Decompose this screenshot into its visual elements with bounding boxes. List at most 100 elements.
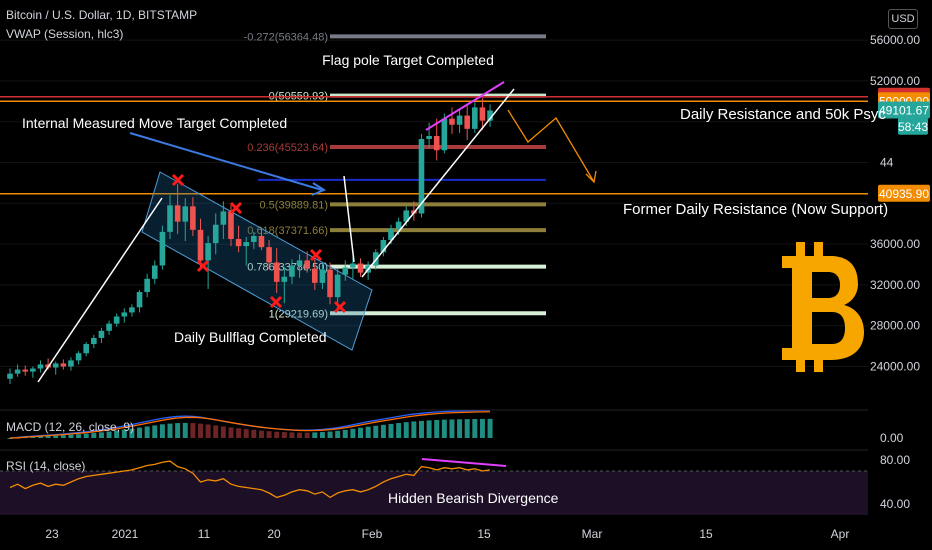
candle-body[interactable] [91,337,97,345]
macd-histogram-bar [380,424,386,438]
candle-body[interactable] [433,135,440,151]
candle-body[interactable] [7,373,13,379]
time-tick-label: Feb [362,527,383,541]
candle-body[interactable] [83,344,89,354]
candle-body[interactable] [258,235,265,248]
vwap-indicator-label[interactable]: VWAP (Session, hlc3) [6,27,124,41]
candle-body[interactable] [296,260,303,266]
candle-body[interactable] [159,231,166,266]
currency-button[interactable]: USD [888,9,918,29]
candle-body[interactable] [52,363,59,368]
price-divergence-line[interactable] [425,81,505,131]
candle-body[interactable] [121,312,128,317]
candle-body[interactable] [251,235,257,243]
candle-body[interactable] [327,269,333,298]
uptrend-line[interactable] [361,88,515,278]
macd-histogram-bar [281,432,287,438]
macd-histogram-bar [289,432,295,438]
time-tick-label: 23 [45,527,59,541]
candle-body[interactable] [342,267,349,275]
annotation-internal-move: Internal Measured Move Target Completed [22,115,287,131]
candle-body[interactable] [60,363,67,367]
candle-body[interactable] [68,360,74,367]
candle-body[interactable] [228,211,234,239]
candle-body[interactable] [197,229,204,261]
candle-body[interactable] [289,265,295,277]
candle-body[interactable] [144,278,150,293]
candle-body[interactable] [235,239,242,247]
candle-body[interactable] [106,323,112,331]
candle-body[interactable] [273,262,280,282]
candle-body[interactable] [380,240,387,253]
candle-body[interactable] [464,115,470,129]
macd-histogram-bar [373,425,379,438]
candle-body[interactable] [334,274,341,298]
price-tag[interactable] [898,117,928,135]
candle-body[interactable] [388,228,394,241]
candle-body[interactable] [403,210,410,222]
rsi-band [0,471,868,515]
candle-body[interactable] [243,242,250,247]
candle-body[interactable] [98,330,105,338]
candle-body[interactable] [136,292,143,308]
macd-histogram-bar [418,420,424,438]
price-tag[interactable] [878,101,930,119]
candle-body[interactable] [151,265,158,279]
candle-body[interactable] [395,221,402,229]
measured-move-arrow[interactable] [129,132,323,191]
candle-body[interactable] [426,135,432,140]
price-tag[interactable] [878,184,930,202]
candle-body[interactable] [456,115,463,125]
flagpole-trendline[interactable] [37,197,163,383]
candle-body[interactable] [14,369,21,374]
rsi-divergence-line[interactable] [421,458,507,467]
candle-body[interactable] [441,118,448,151]
candle-body[interactable] [22,369,29,372]
candle-body[interactable] [174,205,181,222]
fib-level-label: -0.272(56364.48) [244,31,328,43]
candle-body[interactable] [312,268,318,283]
candle-body[interactable] [190,206,196,230]
candle-body[interactable] [487,110,493,121]
candle-body[interactable] [319,269,326,283]
macd-histogram-bar [327,431,333,438]
macd-histogram-bar [243,429,249,438]
macd-histogram-bar [205,424,211,438]
macd-histogram-bar [457,419,463,438]
annotation-former-resistance: Former Daily Resistance (Now Support) [623,201,888,218]
rsi-line[interactable] [9,460,491,499]
candle-body[interactable] [266,247,272,263]
candle-body[interactable] [182,206,189,222]
candle-body[interactable] [113,316,120,324]
macd-histogram-bar [434,420,440,438]
candle-body[interactable] [220,211,227,225]
candle-body[interactable] [304,260,310,269]
macd-signal-line[interactable] [9,411,491,439]
pivot-cross-marker [229,201,243,215]
rsi-label[interactable]: RSI (14, close) [6,459,86,473]
candle-body[interactable] [479,107,486,121]
candle-body[interactable] [472,107,478,129]
candle-body[interactable] [350,263,356,268]
macd-histogram-bar [335,430,341,438]
candle-body[interactable] [449,118,455,125]
candle-body[interactable] [37,364,44,369]
macd-histogram-bar [297,432,303,438]
projection-path[interactable] [507,109,595,183]
candle-body[interactable] [167,205,173,232]
candle-body[interactable] [212,224,219,244]
pole-trendline[interactable] [343,175,355,263]
candle-body[interactable] [418,139,425,214]
candle-body[interactable] [75,353,82,361]
candle-body[interactable] [129,307,135,313]
macd-histogram-bar [342,429,348,438]
candle-body[interactable] [30,368,36,372]
macd-label[interactable]: MACD (12, 26, close, 9) [6,420,135,434]
bullflag-channel[interactable] [141,171,373,351]
candle-body[interactable] [357,263,364,273]
symbol-title[interactable]: Bitcoin / U.S. Dollar, 1D, BITSTAMP [6,8,198,22]
price-tick-label: 52000.00 [870,74,920,88]
candle-body[interactable] [281,276,288,282]
candle-body[interactable] [205,243,211,261]
